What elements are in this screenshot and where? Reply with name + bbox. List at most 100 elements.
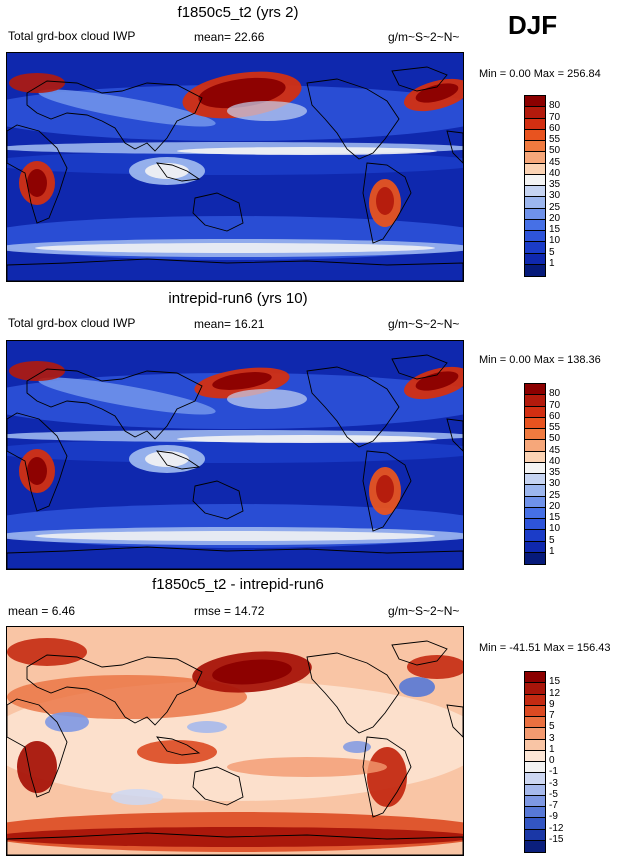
panel2-mean-label: mean= (194, 317, 232, 331)
colorbar-tick-label: 80 (549, 388, 561, 400)
colorbar-segment (525, 174, 545, 186)
colorbar-tick-label: 9 (549, 698, 555, 710)
panel1-mean-label: mean= (194, 30, 232, 44)
colorbar-tick-label: 5 (549, 534, 555, 546)
colorbar-segment (525, 717, 545, 729)
coastline (192, 766, 244, 806)
colorbar-tick-label: 30 (549, 190, 561, 202)
colorbar-tick-label: 1 (549, 743, 555, 755)
colorbar-segment (525, 231, 545, 243)
coastline (306, 652, 400, 734)
colorbar-tick-label: 1 (549, 545, 555, 557)
coastline (446, 704, 463, 738)
colorbar-segment (525, 264, 545, 276)
panel1-colorbar (524, 95, 546, 277)
field-map (7, 53, 463, 281)
field-map (7, 341, 463, 569)
panel3-rmse: rmse = 14.72 (194, 604, 264, 618)
colorbar-segment (525, 519, 545, 531)
panel3-units: g/m~S~2~N~ (388, 604, 460, 618)
coastline (156, 450, 201, 470)
colorbar-segment (525, 208, 545, 220)
panel1-map (6, 52, 464, 282)
colorbar-tick-label: 25 (549, 201, 561, 213)
colorbar-tick-label: 40 (549, 167, 561, 179)
coastline (391, 354, 448, 380)
colorbar-segment (525, 96, 545, 108)
colorbar-segment (525, 462, 545, 474)
colorbar-tick-label: 5 (549, 246, 555, 258)
coastline (306, 366, 400, 448)
colorbar-tick-label: 35 (549, 179, 561, 190)
colorbar-tick-label: 0 (549, 755, 555, 766)
colorbar-segment (525, 129, 545, 141)
colorbar-segment (525, 507, 545, 519)
colorbar-tick-label: 5 (549, 721, 555, 733)
colorbar-tick-label: -3 (549, 777, 558, 789)
colorbar-tick-label: 40 (549, 455, 561, 467)
colorbar-tick-label: 20 (549, 500, 561, 512)
panel2-max-label: Max = (533, 354, 565, 366)
colorbar-tick-label: 70 (549, 399, 561, 411)
panel1-mean-value: 22.66 (234, 30, 265, 44)
colorbar-segment (525, 440, 545, 452)
panel1-min-label: Min = (479, 68, 507, 80)
coastline (306, 78, 400, 160)
colorbar-segment (525, 750, 545, 762)
colorbar-segment (525, 784, 545, 796)
coastline (391, 66, 448, 92)
coastline (7, 258, 463, 281)
panel3-mean-value: 6.46 (51, 604, 76, 618)
colorbar-tick-label: 1 (549, 257, 555, 269)
coastline (7, 546, 463, 569)
colorbar-segment (525, 197, 545, 209)
panel3-minmax: Min = -41.51 Max = 156.43 (479, 642, 611, 654)
panel2-mean: mean= 16.21 (194, 317, 264, 331)
panel3-rmse-label: rmse = (194, 604, 232, 618)
panel3-min-value: -41.51 (509, 642, 541, 654)
panel2-variable: Total grd-box cloud IWP (8, 316, 136, 330)
colorbar-segment (525, 485, 545, 497)
colorbar-tick-label: -12 (549, 822, 564, 834)
colorbar-tick-label: 55 (549, 134, 561, 145)
panel1-min-value: 0.00 (509, 68, 531, 80)
colorbar-segment (525, 186, 545, 198)
season-label: DJF (508, 10, 558, 40)
colorbar-segment (525, 219, 545, 231)
panel1-title: f1850c5_t2 (yrs 2) (177, 4, 299, 21)
panel2-map (6, 340, 464, 570)
colorbar-segment (525, 728, 545, 740)
colorbar-tick-label: 10 (549, 235, 561, 247)
panel2-colorbar (524, 383, 546, 565)
panel2-max-value: 138.36 (567, 354, 601, 366)
colorbar-segment (525, 807, 545, 819)
colorbar-tick-label: -1 (549, 766, 558, 778)
colorbar-segment (525, 417, 545, 429)
colorbar-segment (525, 818, 545, 830)
panel1-minmax: Min = 0.00 Max = 256.84 (479, 68, 601, 80)
panel1-variable: Total grd-box cloud IWP (8, 29, 136, 43)
panel3-mean-label: mean = (8, 604, 49, 618)
coastline (446, 418, 463, 452)
colorbar-tick-label: 80 (549, 100, 561, 112)
panel3-mean: mean = 6.46 (8, 604, 75, 618)
coastline (26, 80, 203, 152)
coastline (7, 124, 68, 224)
colorbar-tick-label: -5 (549, 788, 558, 800)
panel3-colorbar (524, 671, 546, 853)
coastline (156, 162, 201, 182)
panel2-units: g/m~S~2~N~ (388, 317, 460, 331)
colorbar-segment (525, 451, 545, 463)
coastline (362, 162, 412, 244)
panel1-max-label: Max = (533, 68, 565, 80)
colorbar-segment (525, 683, 545, 695)
colorbar-segment (525, 496, 545, 508)
coastline (446, 130, 463, 164)
colorbar-tick-label: 45 (549, 444, 561, 456)
colorbar-segment (525, 739, 545, 751)
colorbar-segment (525, 773, 545, 785)
coastline (26, 368, 203, 440)
colorbar-segment (525, 795, 545, 807)
colorbar-segment (525, 840, 545, 852)
colorbar-tick-label: 15 (549, 676, 561, 688)
